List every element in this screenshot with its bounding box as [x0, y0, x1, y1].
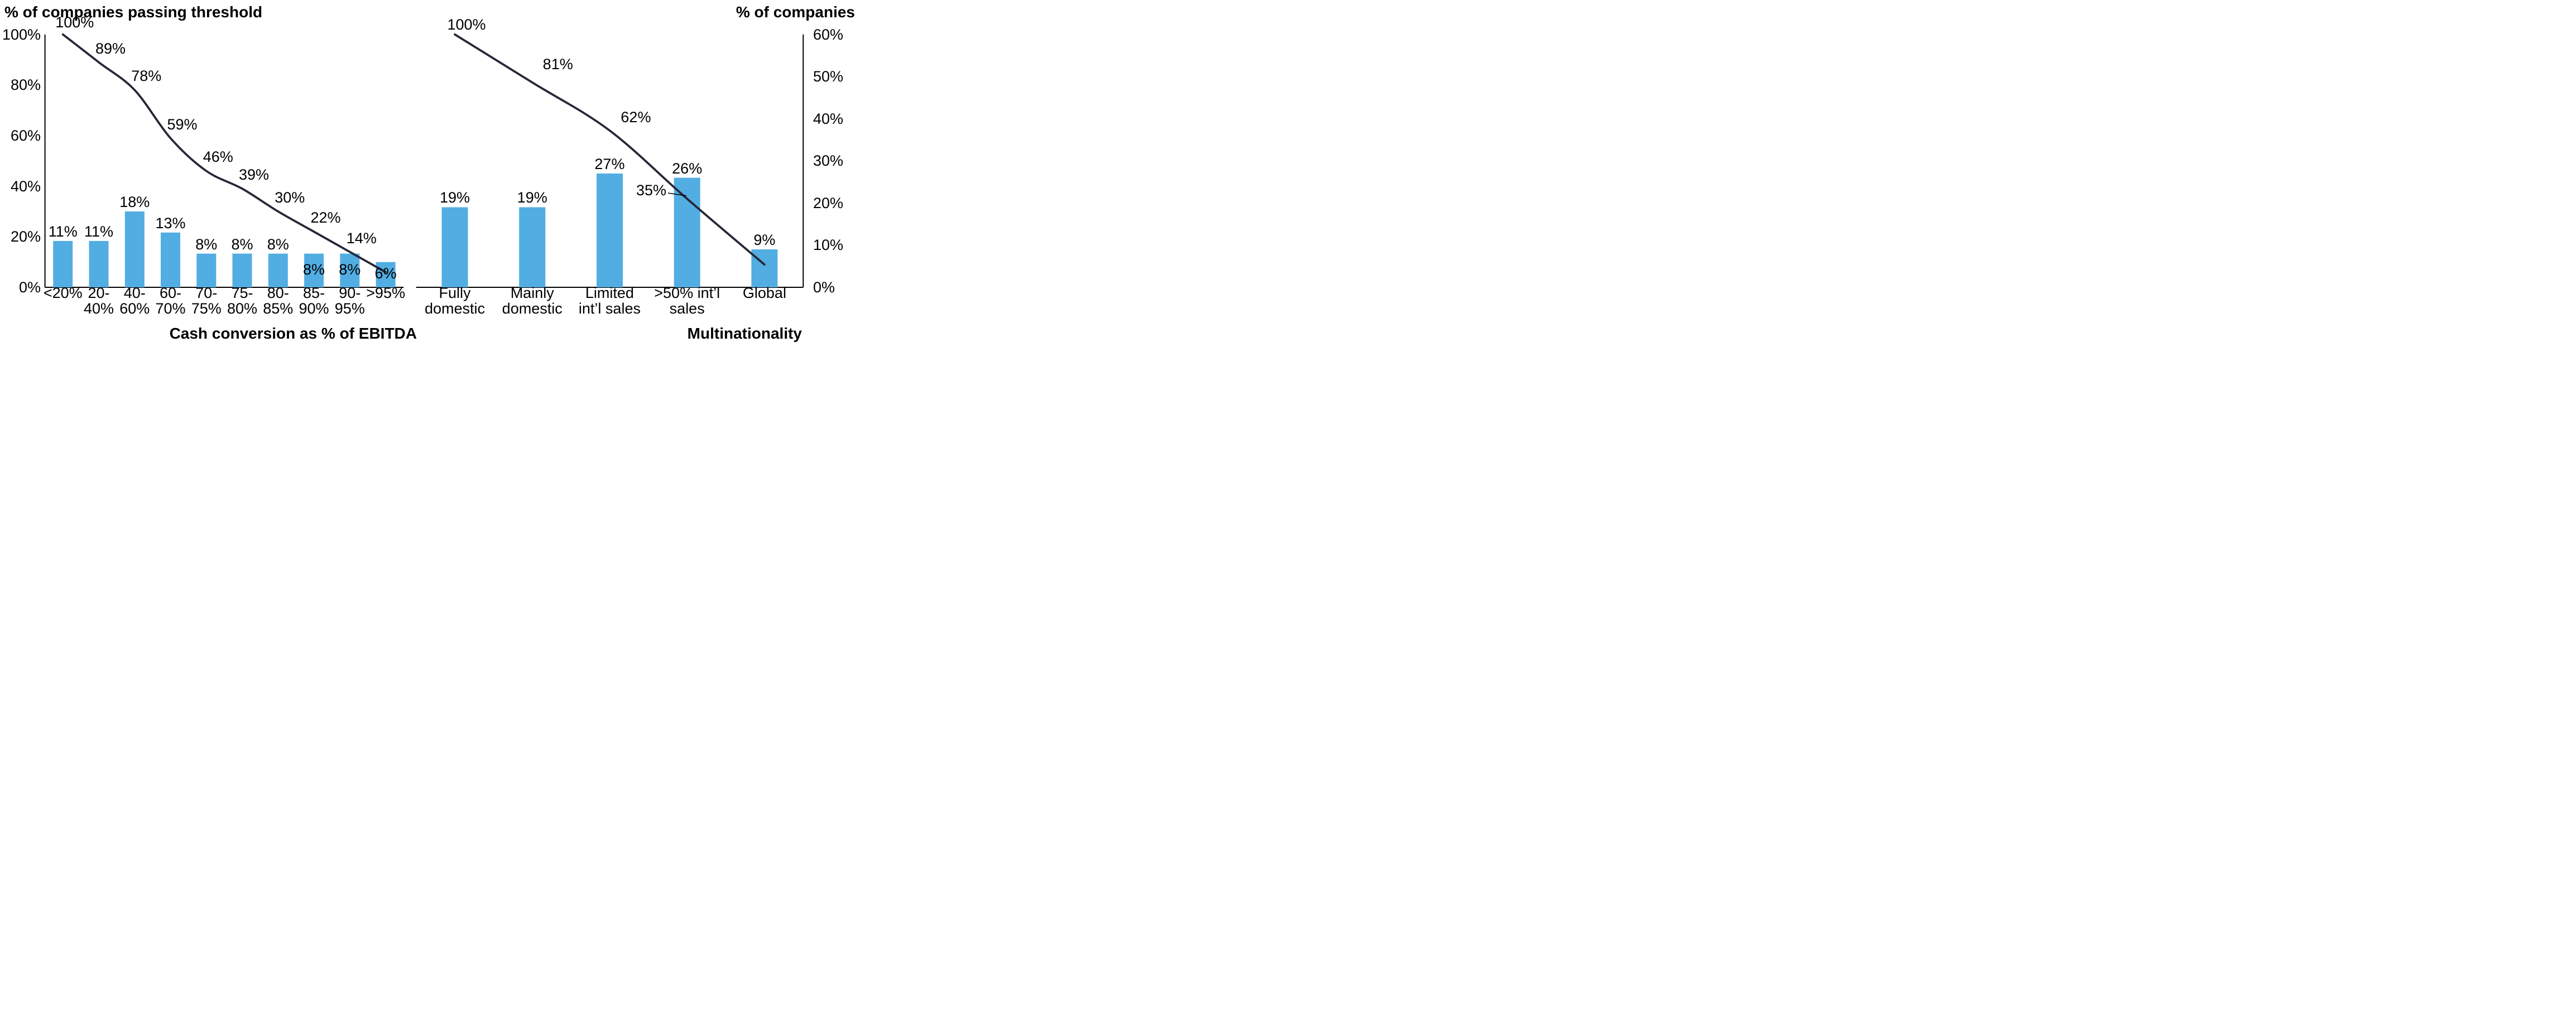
category-label-cash-conversion: 95% — [334, 300, 365, 317]
bar-cash-conversion-3 — [161, 232, 180, 287]
bar-multinationality-4 — [751, 249, 778, 287]
category-label-cash-conversion: 60% — [119, 300, 150, 317]
line-label-cash-conversion: 78% — [131, 68, 162, 85]
category-label-cash-conversion: 85- — [303, 284, 325, 301]
bar-cash-conversion-5 — [232, 253, 252, 287]
y-tick-label-cash-conversion: 60% — [10, 127, 41, 144]
y-tick-label-multinationality: 0% — [813, 278, 835, 296]
category-label-cash-conversion: 40- — [123, 284, 146, 301]
line-label-cash-conversion: 22% — [310, 209, 341, 227]
y-tick-label-multinationality: 50% — [813, 68, 844, 85]
y-tick-label-multinationality: 60% — [813, 26, 844, 43]
cumulative-line-cash-conversion — [61, 33, 387, 273]
line-label-cash-conversion: 39% — [238, 166, 270, 184]
bar-label-cash-conversion: 8% — [339, 261, 361, 278]
category-label-multinationality: domestic — [502, 300, 563, 317]
bar-cash-conversion-6 — [268, 253, 288, 287]
bar-label-multinationality: 26% — [672, 160, 703, 177]
y-tick-label-cash-conversion: 80% — [10, 76, 41, 94]
category-label-multinationality: sales — [669, 300, 705, 317]
category-label-multinationality: Global — [742, 284, 786, 301]
category-label-cash-conversion: 40% — [83, 300, 114, 317]
category-label-cash-conversion: >95% — [366, 284, 405, 301]
category-label-cash-conversion: 75% — [191, 300, 222, 317]
bar-label-multinationality: 19% — [439, 189, 470, 206]
category-label-cash-conversion: <20% — [43, 284, 83, 301]
y-tick-label-cash-conversion: 100% — [2, 26, 41, 43]
category-label-multinationality: Limited — [585, 284, 634, 301]
bar-multinationality-0 — [441, 207, 468, 287]
bar-multinationality-1 — [519, 207, 546, 287]
category-label-multinationality: domestic — [424, 300, 485, 317]
bar-cash-conversion-8 — [340, 253, 360, 287]
category-label-cash-conversion: 70% — [155, 300, 186, 317]
line-label-cash-conversion: 100% — [55, 13, 94, 31]
line-label-cash-conversion: 14% — [346, 229, 377, 247]
left-chart-y-axis-title: % of companies passing threshold — [4, 3, 263, 21]
bar-cash-conversion-7 — [304, 253, 324, 287]
bar-cash-conversion-1 — [89, 240, 109, 287]
y-tick-label-multinationality: 30% — [813, 152, 844, 170]
label-leader-line — [667, 192, 687, 196]
category-label-multinationality: >50% int’l — [654, 284, 720, 301]
bar-label-cash-conversion: 11% — [48, 223, 78, 240]
right-chart-x-axis-title: Multinationality — [687, 325, 802, 342]
bar-label-cash-conversion: 6% — [374, 265, 397, 282]
category-label-cash-conversion: 60- — [159, 284, 182, 301]
category-label-multinationality: int’l sales — [578, 300, 641, 317]
category-label-cash-conversion: 90- — [339, 284, 361, 301]
cumulative-line-multinationality — [454, 33, 766, 266]
category-label-cash-conversion: 85% — [263, 300, 294, 317]
chart-canvas — [44, 33, 804, 288]
bar-label-cash-conversion: 8% — [267, 235, 289, 253]
right-chart-y-axis-title: % of companies — [736, 3, 855, 21]
bar-label-cash-conversion: 8% — [303, 261, 325, 278]
category-label-multinationality: Fully — [439, 284, 471, 301]
line-label-multinationality: 62% — [621, 108, 651, 126]
category-label-multinationality: Mainly — [510, 284, 554, 301]
bar-label-multinationality: 19% — [517, 189, 547, 206]
bar-label-cash-conversion: 8% — [231, 235, 253, 253]
line-label-cash-conversion: 46% — [203, 148, 233, 166]
bar-label-cash-conversion: 13% — [155, 214, 186, 232]
bar-multinationality-3 — [674, 177, 700, 287]
line-label-multinationality: 100% — [447, 16, 486, 33]
bar-multinationality-2 — [597, 174, 623, 287]
line-label-cash-conversion: 59% — [167, 115, 198, 133]
y-tick-label-cash-conversion: 0% — [18, 278, 41, 296]
bar-label-cash-conversion: 8% — [195, 235, 218, 253]
bar-cash-conversion-4 — [196, 253, 217, 287]
category-label-cash-conversion: 80% — [227, 300, 258, 317]
bar-label-cash-conversion: 11% — [84, 223, 114, 240]
left-chart-x-axis-title: Cash conversion as % of EBITDA — [169, 325, 417, 342]
bar-cash-conversion-2 — [124, 211, 145, 287]
bar-cash-conversion-0 — [53, 240, 73, 287]
dual-combo-chart-figure: % of companies passing threshold % of co… — [0, 0, 859, 344]
category-label-cash-conversion: 75- — [231, 284, 253, 301]
category-label-cash-conversion: 90% — [299, 300, 329, 317]
bar-cash-conversion-9 — [376, 262, 396, 287]
category-label-cash-conversion: 70- — [195, 284, 218, 301]
y-tick-label-multinationality: 40% — [813, 110, 844, 127]
line-label-cash-conversion: 30% — [275, 189, 305, 206]
y-tick-label-multinationality: 10% — [813, 237, 844, 254]
category-label-cash-conversion: 80- — [267, 284, 289, 301]
y-tick-label-cash-conversion: 20% — [10, 228, 41, 245]
category-label-cash-conversion: 20- — [88, 284, 110, 301]
y-tick-label-cash-conversion: 40% — [10, 177, 41, 195]
line-label-multinationality: 81% — [542, 55, 573, 73]
y-tick-label-multinationality: 20% — [813, 194, 844, 211]
line-label-cash-conversion: 89% — [95, 40, 126, 57]
line-label-callout-multinationality: 35% — [636, 181, 667, 199]
bar-label-multinationality: 27% — [594, 155, 625, 172]
bar-label-cash-conversion: 18% — [119, 193, 150, 210]
bar-label-multinationality: 9% — [753, 231, 776, 248]
